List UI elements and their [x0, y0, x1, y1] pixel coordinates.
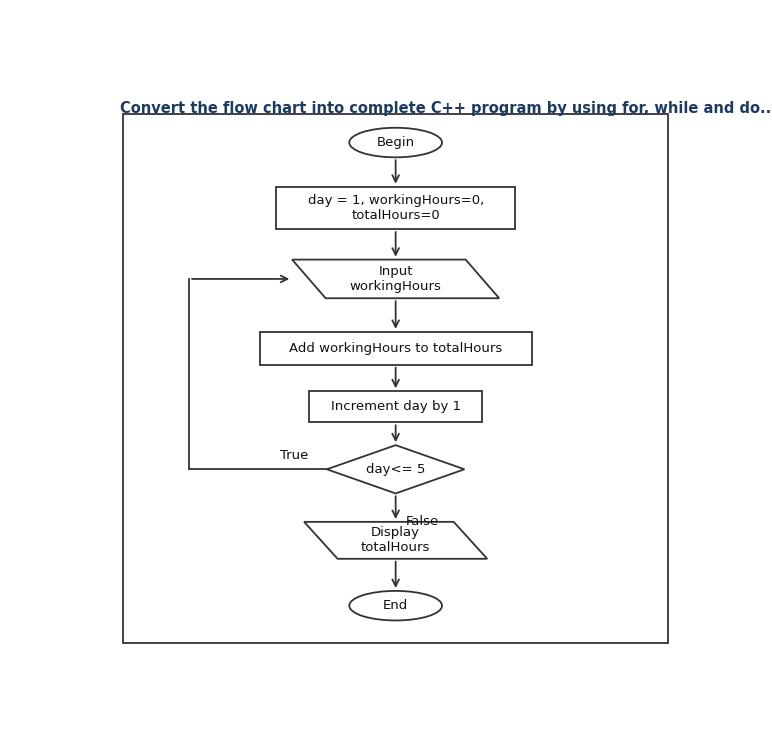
- FancyBboxPatch shape: [309, 391, 482, 422]
- FancyBboxPatch shape: [259, 332, 532, 365]
- Text: Begin: Begin: [377, 136, 415, 149]
- Polygon shape: [304, 522, 487, 559]
- Text: day<= 5: day<= 5: [366, 463, 425, 476]
- Text: Display
totalHours: Display totalHours: [361, 526, 430, 554]
- Ellipse shape: [349, 591, 442, 621]
- Ellipse shape: [349, 128, 442, 157]
- Text: day = 1, workingHours=0,
totalHours=0: day = 1, workingHours=0, totalHours=0: [307, 194, 484, 222]
- Text: Convert the flow chart into complete C++ program by using for, while and do..whi: Convert the flow chart into complete C++…: [120, 101, 772, 116]
- Text: End: End: [383, 599, 408, 613]
- Text: Increment day by 1: Increment day by 1: [330, 400, 461, 413]
- FancyBboxPatch shape: [276, 187, 516, 230]
- Polygon shape: [292, 260, 499, 298]
- Text: True: True: [279, 449, 308, 461]
- Text: False: False: [406, 515, 439, 528]
- FancyBboxPatch shape: [124, 114, 668, 643]
- Polygon shape: [327, 445, 465, 494]
- Text: Input
workingHours: Input workingHours: [350, 265, 442, 293]
- Text: Add workingHours to totalHours: Add workingHours to totalHours: [289, 342, 503, 355]
